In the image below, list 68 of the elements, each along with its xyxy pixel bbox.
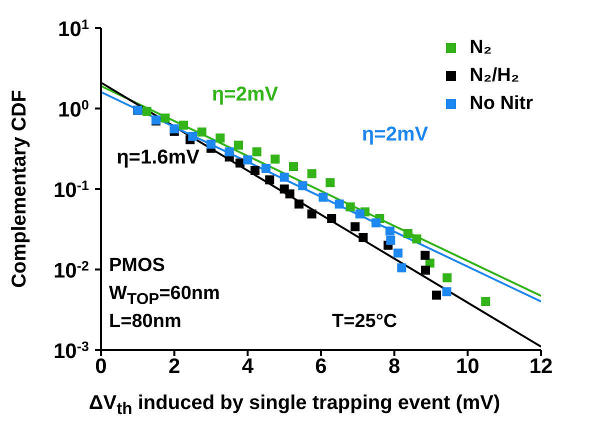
point <box>197 128 206 137</box>
point <box>285 189 294 198</box>
point <box>421 266 430 275</box>
y-tick-label: 10$^{-2}$ <box>54 258 90 282</box>
point <box>358 232 368 242</box>
annotation: η=2mV <box>212 84 278 106</box>
point <box>403 229 412 238</box>
point <box>412 234 422 244</box>
point <box>420 250 430 260</box>
point <box>442 287 452 296</box>
point <box>372 218 380 228</box>
x-tick-label: 0 <box>95 354 107 378</box>
point <box>346 202 355 212</box>
point <box>326 178 335 188</box>
point <box>234 140 243 150</box>
x-tick-label: 8 <box>388 354 400 378</box>
point <box>250 166 260 175</box>
point <box>442 273 452 282</box>
legend-label: N₂/H₂ <box>470 65 520 87</box>
point <box>206 140 216 149</box>
x-tick-label: 10 <box>456 354 480 378</box>
annotation: L=80nm <box>109 311 182 333</box>
point <box>327 214 336 224</box>
annotation: PMOS <box>109 255 165 277</box>
point <box>179 120 188 130</box>
annotation: η=1.6mV <box>116 146 200 170</box>
x-axis-title: ΔV$_{th}$ induced by single trapping event (mV) <box>88 392 502 419</box>
x-tick-label: 6 <box>315 354 327 378</box>
point <box>394 248 402 258</box>
x-tick-label: 12 <box>529 354 553 378</box>
y-tick-label: 10$^{-1}$ <box>54 178 90 202</box>
legend-label: No Nitr <box>470 93 533 115</box>
x-tick-label: 2 <box>168 354 180 378</box>
point <box>334 200 344 209</box>
y-axis-title: Complementary CDF <box>8 90 32 288</box>
point <box>265 175 274 184</box>
point <box>160 114 170 123</box>
point <box>355 209 364 218</box>
y-tick-label: 10$^{1}$ <box>58 16 90 41</box>
point <box>386 236 396 245</box>
point <box>170 124 179 134</box>
point <box>142 106 152 116</box>
point <box>385 226 394 236</box>
point <box>252 147 262 156</box>
point <box>307 209 316 218</box>
annotation: T=25°C <box>332 311 398 333</box>
annotation: η=2mV <box>362 124 428 146</box>
point <box>224 147 234 156</box>
point <box>432 290 441 300</box>
point <box>188 132 198 141</box>
point <box>270 154 280 164</box>
point <box>289 162 298 172</box>
point <box>280 172 289 182</box>
point <box>243 155 252 164</box>
point <box>262 164 270 173</box>
x-tick-label: 4 <box>242 354 254 378</box>
point <box>350 222 360 232</box>
annotation: W$_{TOP}$=60nm <box>109 283 220 309</box>
legend-label: N₂ <box>470 37 492 59</box>
point <box>307 169 316 178</box>
point <box>397 263 406 272</box>
y-tick-label: 10$^{0}$ <box>58 97 90 122</box>
point <box>298 181 308 190</box>
y-tick-label: 10$^{-3}$ <box>54 338 90 363</box>
point <box>294 200 304 209</box>
point <box>216 134 225 143</box>
point <box>318 192 328 202</box>
point <box>481 297 490 306</box>
